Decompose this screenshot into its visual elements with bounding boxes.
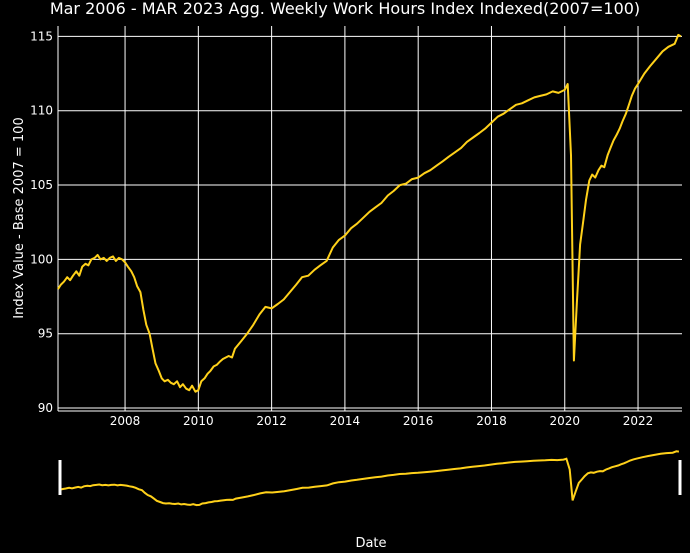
x-tick-label: 2008 bbox=[110, 414, 141, 428]
y-tick-label: 90 bbox=[38, 401, 53, 415]
x-axis-ticks: 2008 2010 2012 2014 2016 2018 2020 2022 bbox=[110, 414, 654, 428]
range-slider-series-line bbox=[59, 450, 680, 507]
x-tick-label: 2022 bbox=[623, 414, 654, 428]
y-tick-label: 110 bbox=[30, 104, 53, 118]
y-tick-label: 100 bbox=[30, 252, 53, 266]
x-tick-label: 2012 bbox=[256, 414, 287, 428]
x-tick-label: 2014 bbox=[330, 414, 361, 428]
grid-lines bbox=[57, 26, 682, 412]
range-slider[interactable] bbox=[58, 450, 682, 507]
x-tick-label: 2020 bbox=[549, 414, 580, 428]
y-tick-label: 115 bbox=[30, 29, 53, 43]
y-axis-label: Index Value - Base 2007 = 100 bbox=[12, 117, 27, 318]
x-axis-label: Date bbox=[355, 536, 386, 551]
y-tick-label: 95 bbox=[38, 327, 53, 341]
y-tick-label: 105 bbox=[30, 178, 53, 192]
x-tick-label: 2010 bbox=[183, 414, 214, 428]
y-axis-ticks: 90 95 100 105 110 115 bbox=[30, 29, 53, 415]
chart-title: Mar 2006 - MAR 2023 Agg. Weekly Work Hou… bbox=[50, 0, 640, 18]
series-line bbox=[57, 33, 682, 393]
x-tick-label: 2016 bbox=[403, 414, 434, 428]
x-tick-label: 2018 bbox=[476, 414, 507, 428]
